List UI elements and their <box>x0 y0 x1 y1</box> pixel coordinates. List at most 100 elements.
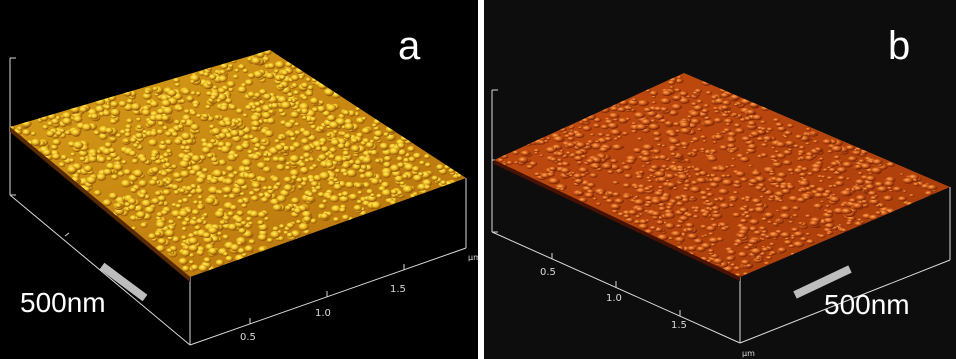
surface-grain <box>227 211 235 217</box>
surface-grain <box>334 155 344 163</box>
surface-grain <box>652 149 661 154</box>
surface-grain <box>168 219 175 225</box>
surface-grain <box>197 205 204 210</box>
surface-grain <box>111 174 119 180</box>
surface-grain <box>792 213 799 218</box>
surface-grain <box>690 180 699 185</box>
surface-grain <box>177 199 184 204</box>
surface-grain <box>861 199 868 204</box>
surface-grain <box>42 124 49 130</box>
surface-grain <box>129 137 137 143</box>
surface-grain <box>402 185 413 194</box>
surface-grain <box>742 272 749 276</box>
surface-grain <box>62 112 72 119</box>
surface-grain <box>822 168 829 172</box>
surface-grain <box>86 176 97 184</box>
surface-grain <box>154 190 162 196</box>
surface-grain <box>605 133 612 138</box>
surface-grain <box>127 198 137 205</box>
surface-grain <box>794 134 803 139</box>
surface-grain <box>611 144 623 151</box>
surface-grain <box>798 172 807 177</box>
surface-grain <box>882 195 893 201</box>
surface-grain <box>612 180 619 185</box>
surface-grain <box>883 180 895 187</box>
axis-box-a <box>9 178 467 346</box>
surface-grain <box>574 132 585 139</box>
surface-grain <box>708 208 714 211</box>
surface-grain <box>631 109 635 112</box>
surface-grain <box>593 165 599 169</box>
surface-grain <box>860 163 871 170</box>
surface-grain <box>622 194 632 200</box>
surface-grain <box>744 116 752 121</box>
surface-grain <box>88 155 98 163</box>
surface-grain <box>750 131 760 137</box>
surface-grain <box>150 156 157 162</box>
surface-grain <box>592 197 598 201</box>
surface-grain <box>361 127 371 135</box>
surface-grain <box>138 180 148 187</box>
surface-grain <box>135 117 142 122</box>
surface-grain <box>301 210 312 218</box>
surface-grain <box>123 138 130 144</box>
surface-grain <box>115 133 122 138</box>
surface-grain <box>236 241 243 246</box>
surface-grain <box>195 91 201 96</box>
surface-grain <box>280 189 290 197</box>
surface-grain <box>190 91 197 96</box>
surface-grain <box>117 171 125 177</box>
surface-grain <box>579 173 587 177</box>
surface-grain <box>526 164 534 169</box>
surface-grain <box>650 165 659 170</box>
surface-grain <box>136 211 146 219</box>
surface-grain <box>767 220 773 224</box>
surface-grain <box>343 133 352 140</box>
surface-grain <box>223 194 229 199</box>
surface-grain <box>687 175 692 178</box>
surface-grain <box>104 104 111 110</box>
surface-grain <box>622 183 631 188</box>
surface-grain <box>210 139 216 144</box>
surface-grain <box>694 172 702 177</box>
surface-grain <box>195 177 205 184</box>
surface-grain <box>818 234 826 239</box>
surface-grain <box>232 187 242 195</box>
surface-grain <box>115 203 122 209</box>
surface-grain <box>851 150 862 156</box>
surface-grain <box>247 149 254 155</box>
surface-grain <box>211 127 221 136</box>
surface-grain <box>784 237 790 241</box>
surface-grain <box>703 119 715 126</box>
surface-grain <box>131 158 139 164</box>
surface-grain <box>79 106 88 113</box>
surface-grain <box>225 255 234 262</box>
surface-grain <box>779 213 791 220</box>
surface-grain <box>693 209 700 213</box>
surface-grain <box>367 194 377 202</box>
surface-grain <box>617 170 622 174</box>
surface-grain <box>561 161 570 167</box>
surface-grain <box>39 114 49 122</box>
surface-grain <box>291 82 299 88</box>
surface-grain <box>828 184 834 188</box>
surface-grain <box>262 186 268 191</box>
surface-grain <box>357 190 363 195</box>
surface-grain <box>157 195 166 202</box>
surface-grain <box>403 163 415 172</box>
surface-grain <box>721 179 734 186</box>
surface-grain <box>750 248 762 255</box>
surface-grain <box>178 257 188 265</box>
surface-grain <box>180 119 187 124</box>
surface-grain <box>845 145 855 151</box>
surface-grain <box>831 145 843 152</box>
surface-grain <box>717 166 727 172</box>
surface-grain <box>783 240 793 245</box>
surface-grain <box>230 129 240 137</box>
surface-grain <box>257 234 268 241</box>
surface-grain <box>247 57 253 62</box>
surface-grain <box>222 252 229 257</box>
surface-grain <box>769 242 776 246</box>
surface-grain <box>824 223 835 229</box>
surface-grain <box>298 75 304 80</box>
